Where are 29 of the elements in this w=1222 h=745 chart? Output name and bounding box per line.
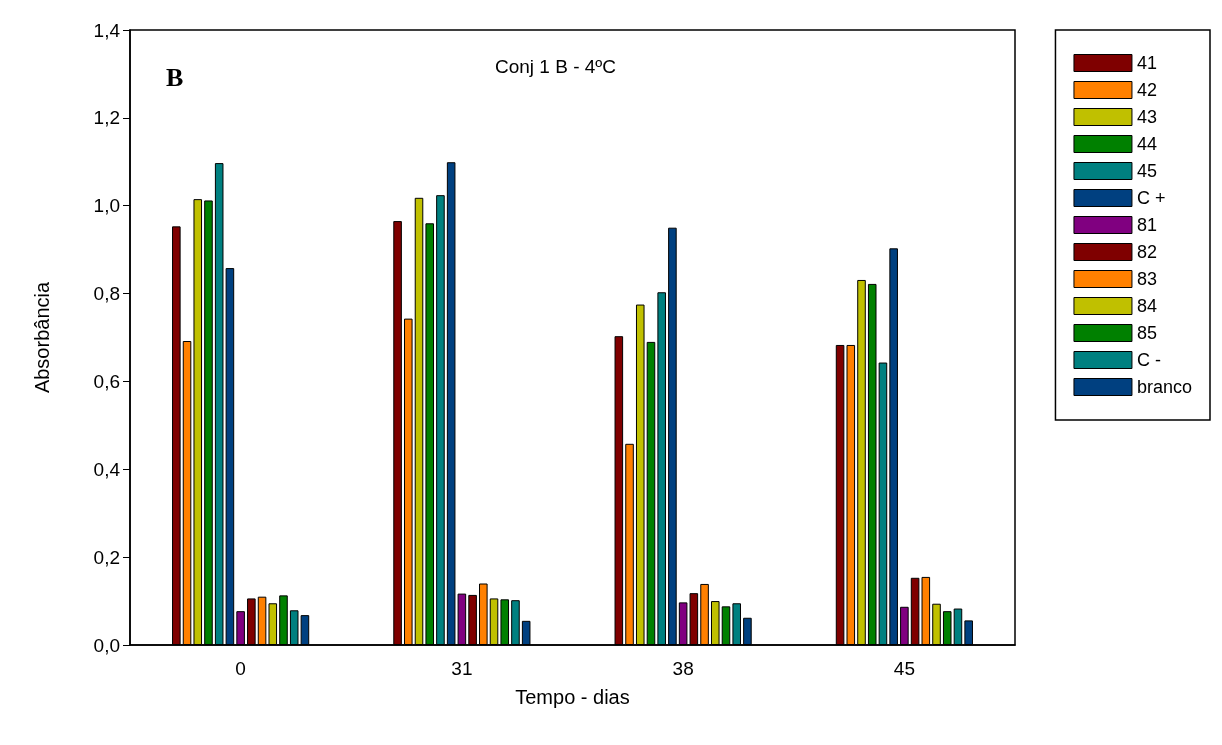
text: Conj 1 B - 4ºC — [495, 56, 616, 77]
legend-label: C - — [1136, 350, 1161, 370]
legend-label: 83 — [1136, 269, 1157, 289]
x-tick-label: 45 — [893, 658, 915, 679]
y-tick-label: 0,8 — [93, 283, 120, 305]
x-tick-label: 31 — [451, 658, 473, 679]
y-tick-label: 0,4 — [93, 458, 121, 480]
y-tick-label: 0,2 — [93, 546, 120, 568]
y-tick-label: 1,0 — [93, 195, 120, 217]
y-tick-label: 1,2 — [93, 107, 120, 129]
legend-label: 43 — [1136, 107, 1157, 127]
legend-label: 44 — [1136, 134, 1157, 154]
legend-label: 81 — [1136, 215, 1157, 235]
annotation: B — [166, 62, 184, 92]
legend-label: 85 — [1136, 323, 1157, 343]
legend-label: 45 — [1136, 161, 1157, 181]
legend-label: C + — [1136, 188, 1166, 208]
x-axis-title: Tempo - dias — [515, 686, 630, 708]
legend-label: 84 — [1136, 296, 1157, 316]
y-tick-label: 1,4 — [93, 19, 121, 41]
y-tick-label: 0,6 — [93, 370, 120, 392]
legend-label: 82 — [1136, 242, 1157, 262]
legend-label: 42 — [1136, 80, 1157, 100]
x-tick-label: 0 — [235, 658, 246, 679]
x-tick-label: 38 — [672, 658, 694, 679]
legend-label: 41 — [1136, 53, 1157, 73]
y-axis-title: Absorbância — [31, 281, 53, 394]
legend-label: branco — [1136, 377, 1193, 397]
y-tick-label: 0,0 — [93, 634, 120, 656]
